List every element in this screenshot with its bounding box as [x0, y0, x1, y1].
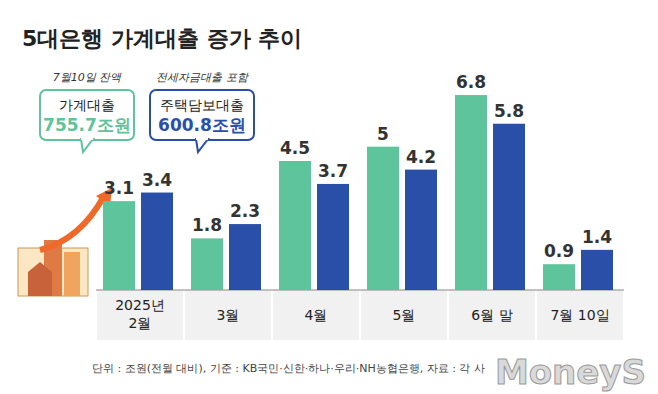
decor-house: [28, 262, 52, 296]
bar: [367, 147, 399, 290]
data-label: 2.3: [230, 201, 260, 221]
category-cell: [361, 290, 447, 340]
callout-caption: 7월10일 잔액: [53, 71, 122, 84]
x-tick-line: 2월: [129, 315, 152, 331]
background: [0, 0, 658, 394]
x-tick-line: 5월: [393, 307, 416, 323]
bar: [405, 170, 437, 290]
chart: 5대은행 가계대출 증가 추이 2025년 2월 3월 4월 5월 6월 말 7월 10일 3.…: [0, 0, 658, 394]
data-label: 4.5: [280, 138, 310, 158]
decor-arrow: [40, 196, 104, 250]
bar: [493, 124, 525, 290]
callout-pointer: [81, 139, 93, 152]
data-label: 0.9: [544, 241, 574, 261]
x-tick-label: 5월: [393, 307, 416, 323]
data-labels: 3.1 1.8 4.5 5 6.8 0.9 3.4 2.3 3.7 4.2 5.8 1.4: [104, 72, 612, 261]
bar: [141, 193, 173, 290]
data-label: 3.1: [104, 178, 134, 198]
decor-icon: [18, 188, 112, 296]
callout-box: [150, 90, 254, 140]
x-tick-label: 4월: [305, 307, 328, 323]
x-tick-label: 2025년 2월: [115, 297, 165, 331]
callout-caption: 전세자금대출 포함: [156, 71, 249, 84]
bars: [103, 95, 613, 290]
data-label: 5.8: [494, 101, 524, 121]
bar: [279, 161, 311, 290]
x-tick-line: 3월: [217, 307, 240, 323]
data-label: 5: [377, 124, 389, 144]
data-label: 1.8: [192, 215, 222, 235]
callouts: 7월10일 잔액가계대출 755.7조원 전세자금대출 포함주택담보대출 600.8조…: [40, 71, 254, 152]
x-axis: 2025년 2월 3월 4월 5월 6월 말 7월 10일: [96, 290, 624, 340]
x-tick-label: 7월 10일: [550, 307, 609, 323]
category-cell: [449, 290, 535, 340]
bar: [317, 184, 349, 290]
callout-pointer: [196, 139, 208, 152]
callout-series-name: 가계대출: [59, 97, 115, 113]
callout-pointer-mask: [196, 137, 208, 140]
bar: [103, 201, 135, 290]
footer: 단위 : 조원(전월 대비), 기준 : KB국민·신한·하나·우리·NH농협은…: [92, 362, 485, 375]
callout-pointer-mask: [81, 137, 93, 140]
category-cell: [273, 290, 359, 340]
data-label: 3.7: [318, 161, 348, 181]
callout-box: [40, 90, 134, 140]
category-cell: [537, 290, 623, 340]
bar: [581, 250, 613, 290]
callout-series-name: 주택담보대출: [160, 97, 244, 113]
x-tick-label: 3월: [217, 307, 240, 323]
title: 5대은행 가계대출 증가 추이: [22, 26, 302, 51]
page: {"chart_data": { "type": "bar", "title":…: [0, 0, 658, 394]
data-label: 3.4: [142, 170, 172, 190]
category-cell: [185, 290, 271, 340]
watermark: MoneyS: [495, 352, 646, 392]
bar: [543, 264, 575, 290]
category-cell: [97, 290, 183, 340]
x-tick-line: 2025년: [115, 297, 165, 313]
callout-value: 600.8조원: [158, 115, 246, 135]
x-tick-label: 6월 말: [471, 307, 512, 323]
x-tick-line: 7월 10일: [550, 307, 609, 323]
data-label: 4.2: [406, 147, 436, 167]
x-tick-line: 4월: [305, 307, 328, 323]
callout-value: 755.7조원: [43, 115, 131, 135]
bar: [229, 224, 261, 290]
bar: [455, 95, 487, 290]
x-tick-line: 6월 말: [471, 307, 512, 323]
decor-building: [64, 252, 80, 296]
data-label: 1.4: [582, 227, 612, 247]
data-label: 6.8: [456, 72, 486, 92]
bar: [191, 238, 223, 290]
